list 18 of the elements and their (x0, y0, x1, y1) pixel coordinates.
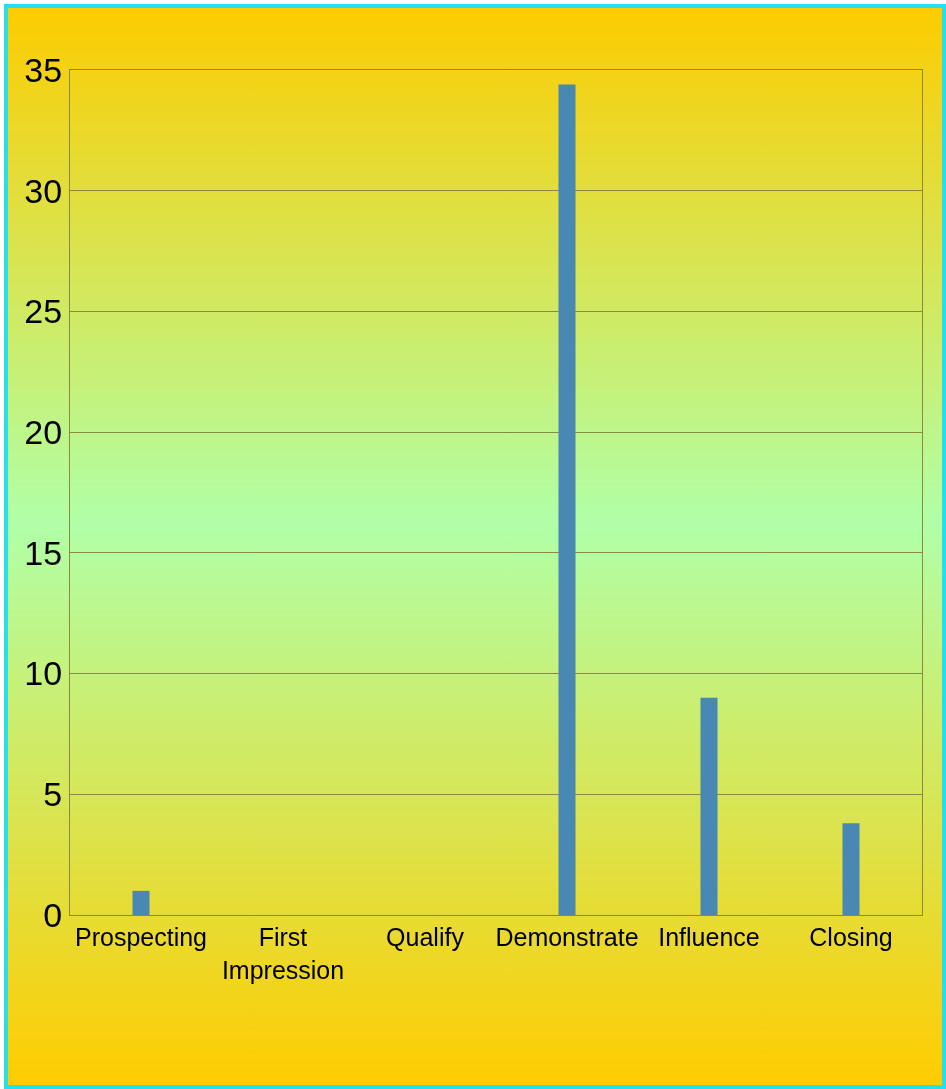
x-tick-label: First Impression (221, 923, 345, 984)
y-tick-label: 5 (43, 775, 63, 814)
y-tick-label: 0 (43, 895, 63, 934)
bar (558, 84, 576, 915)
bar (700, 697, 718, 915)
x-tick-label: Prospecting (74, 923, 208, 951)
x-tick-label: Demonstrate (495, 923, 639, 951)
y-tick-label: 35 (24, 50, 63, 89)
y-tick-label: 20 (24, 413, 63, 452)
y-tick-label: 10 (24, 654, 63, 693)
y-tick-label: 30 (24, 171, 63, 210)
x-tick-label: Closing (809, 923, 893, 951)
x-tick-label: Qualify (386, 923, 465, 951)
bar (132, 890, 150, 915)
bar (842, 823, 860, 915)
x-tick-label: Influence (658, 923, 760, 951)
y-tick-label: 15 (24, 533, 63, 572)
y-tick-label: 25 (24, 292, 63, 331)
